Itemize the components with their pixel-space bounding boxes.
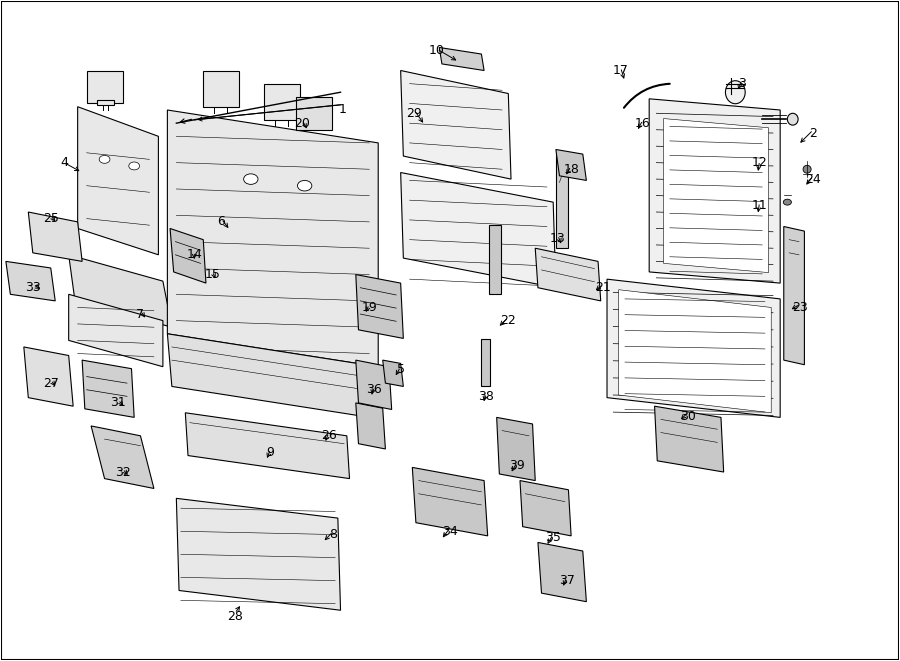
Text: 16: 16: [635, 116, 651, 130]
Polygon shape: [520, 481, 572, 536]
Text: 39: 39: [509, 459, 526, 472]
Polygon shape: [91, 426, 154, 488]
Text: 29: 29: [406, 107, 422, 120]
Polygon shape: [185, 412, 349, 479]
Text: 8: 8: [329, 528, 338, 541]
Bar: [489, 225, 501, 294]
Text: 19: 19: [362, 301, 377, 314]
Polygon shape: [6, 261, 55, 301]
Text: 1: 1: [338, 104, 346, 116]
Polygon shape: [82, 360, 134, 417]
Text: 33: 33: [25, 281, 40, 294]
Polygon shape: [356, 403, 385, 449]
Polygon shape: [167, 110, 378, 367]
Polygon shape: [77, 106, 158, 254]
Polygon shape: [607, 279, 780, 417]
Polygon shape: [618, 290, 771, 412]
Text: 34: 34: [442, 525, 458, 538]
Text: 15: 15: [204, 268, 220, 281]
Ellipse shape: [788, 113, 798, 125]
Polygon shape: [400, 71, 511, 179]
Polygon shape: [439, 48, 484, 71]
Ellipse shape: [99, 155, 110, 163]
Text: 5: 5: [397, 364, 405, 377]
Text: 21: 21: [595, 281, 610, 294]
Text: 11: 11: [752, 199, 768, 212]
Polygon shape: [23, 347, 73, 407]
Text: 36: 36: [366, 383, 382, 396]
Text: 4: 4: [60, 156, 68, 169]
Polygon shape: [170, 229, 206, 283]
Text: 13: 13: [550, 232, 565, 245]
Text: 14: 14: [186, 249, 202, 261]
Polygon shape: [536, 249, 600, 301]
Bar: [481, 339, 491, 387]
Polygon shape: [654, 407, 724, 472]
Text: 30: 30: [680, 410, 696, 422]
Polygon shape: [28, 212, 82, 261]
Text: 10: 10: [428, 44, 445, 58]
Text: 37: 37: [559, 574, 574, 587]
Text: 7: 7: [137, 307, 145, 321]
Ellipse shape: [783, 199, 791, 205]
Polygon shape: [784, 227, 805, 365]
Ellipse shape: [803, 165, 811, 173]
Polygon shape: [167, 334, 382, 419]
Text: 3: 3: [738, 77, 745, 90]
Text: 20: 20: [294, 116, 310, 130]
Text: 24: 24: [806, 173, 821, 186]
Polygon shape: [356, 274, 403, 338]
Polygon shape: [68, 254, 172, 327]
Polygon shape: [538, 543, 587, 602]
Text: 2: 2: [809, 126, 817, 139]
Text: 31: 31: [110, 397, 126, 409]
Text: 26: 26: [321, 429, 337, 442]
Text: 38: 38: [478, 390, 494, 403]
Polygon shape: [68, 294, 163, 367]
Text: 22: 22: [500, 314, 517, 327]
Polygon shape: [556, 149, 587, 180]
Polygon shape: [356, 360, 392, 409]
Ellipse shape: [244, 174, 258, 184]
Text: 35: 35: [545, 531, 561, 545]
Polygon shape: [176, 498, 340, 610]
Polygon shape: [86, 71, 122, 103]
Polygon shape: [400, 173, 556, 288]
Polygon shape: [649, 98, 780, 283]
Ellipse shape: [129, 162, 140, 170]
Text: 12: 12: [752, 156, 768, 169]
Text: 17: 17: [613, 64, 628, 77]
Text: 23: 23: [792, 301, 808, 314]
Text: 6: 6: [217, 215, 225, 229]
Polygon shape: [203, 71, 239, 106]
Bar: [556, 153, 568, 249]
Polygon shape: [663, 118, 769, 272]
Text: 27: 27: [43, 377, 58, 389]
Polygon shape: [412, 467, 488, 536]
Text: 9: 9: [266, 446, 274, 459]
Polygon shape: [382, 360, 403, 387]
Polygon shape: [296, 97, 331, 130]
Text: 28: 28: [227, 610, 243, 623]
Ellipse shape: [298, 180, 311, 191]
Text: 32: 32: [114, 465, 130, 479]
Text: 18: 18: [563, 163, 579, 176]
Bar: [97, 100, 113, 104]
Polygon shape: [265, 84, 301, 120]
Polygon shape: [497, 417, 536, 481]
Text: 25: 25: [43, 212, 58, 225]
Ellipse shape: [725, 81, 745, 104]
